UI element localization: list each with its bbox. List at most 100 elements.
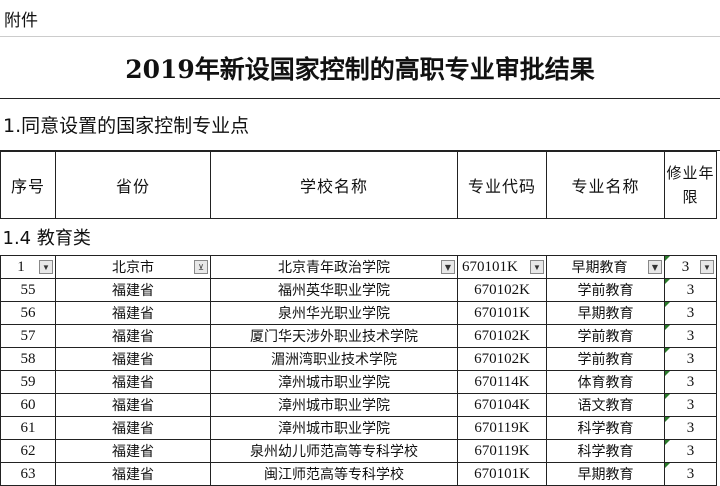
years-cell: 3 (664, 439, 717, 463)
code-value: 670104K (474, 396, 530, 413)
seq-cell: 55 (0, 278, 56, 302)
code-value: 670102K (474, 350, 530, 367)
table-row: 55 福建省 福州英华职业学院 670102K 学前教育 3 (0, 278, 717, 302)
code-value: 670119K (474, 419, 530, 436)
years-value: 3 (686, 281, 695, 298)
comment-marker-icon (665, 279, 670, 284)
province-value: 福建省 (112, 444, 154, 460)
school-cell: 湄洲湾职业技术学院 (210, 347, 458, 371)
province-cell: 福建省 (55, 462, 211, 486)
years-value: 3 (681, 258, 690, 275)
filter-dropdown-icon[interactable]: ▼ (39, 260, 53, 274)
filter-row: 1 ▼ 北京市 ⊻ 北京青年政治学院 ▼ 670101K ▼ 早期教育 ▼ 3 ▼ (0, 255, 717, 279)
seq-cell: 58 (0, 347, 56, 371)
seq-value: 59 (20, 373, 36, 390)
school-value: 厦门华天涉外职业技术学院 (250, 329, 418, 345)
seq-value: 1 (17, 258, 25, 275)
category-label: 1.4 教育类 (0, 218, 717, 256)
years-value: 3 (686, 373, 695, 390)
seq-cell: 62 (0, 439, 56, 463)
years-cell: 3 (664, 347, 717, 371)
province-cell: 福建省 (55, 324, 211, 348)
major-value: 科学教育 (577, 444, 634, 460)
province-cell: 福建省 (55, 439, 211, 463)
comment-marker-icon (665, 463, 670, 468)
page-title: 2019年新设国家控制的高职专业审批结果 (0, 37, 720, 99)
years-value: 3 (686, 465, 695, 482)
school-value: 北京青年政治学院 (278, 260, 390, 276)
province-cell: 福建省 (55, 416, 211, 440)
province-value: 福建省 (112, 467, 154, 483)
major-cell: 科学教育 (546, 439, 665, 463)
seq-cell: 59 (0, 370, 56, 394)
table-row: 62 福建省 泉州幼儿师范高等专科学校 670119K 科学教育 3 (0, 439, 717, 463)
filter-active-icon[interactable]: ⊻ (194, 260, 208, 274)
code-cell: 670119K (457, 439, 547, 463)
table-row: 60 福建省 漳州城市职业学院 670104K 语文教育 3 (0, 393, 717, 417)
province-value: 北京市 (112, 260, 154, 276)
code-cell: 670114K (457, 370, 547, 394)
code-cell: 670119K (457, 416, 547, 440)
years-value: 3 (686, 419, 695, 436)
table-row: 61 福建省 漳州城市职业学院 670119K 科学教育 3 (0, 416, 717, 440)
code-value: 670114K (474, 373, 530, 390)
seq-value: 55 (20, 281, 36, 298)
province-value: 福建省 (112, 421, 154, 437)
major-value: 学前教育 (577, 329, 634, 345)
header-code: 专业代码 (457, 151, 547, 219)
code-value: 670101K (462, 258, 518, 275)
major-cell: 学前教育 (546, 324, 665, 348)
code-cell: 670102K (457, 347, 547, 371)
header-row: 序号 省份 学校名称 专业代码 专业名称 修业年限 (0, 151, 717, 219)
major-value: 早期教育 (577, 306, 634, 322)
province-value: 福建省 (112, 329, 154, 345)
seq-cell: 56 (0, 301, 56, 325)
major-value: 语文教育 (577, 398, 634, 414)
seq-value: 61 (20, 419, 36, 436)
code-cell: 670101K (457, 301, 547, 325)
school-value: 泉州幼儿师范高等专科学校 (250, 444, 418, 460)
years-cell: 3 (664, 324, 717, 348)
filter-dropdown-icon[interactable]: ▼ (648, 260, 662, 274)
school-value: 漳州城市职业学院 (278, 421, 390, 437)
comment-marker-icon (665, 371, 670, 376)
header-major: 专业名称 (546, 151, 665, 219)
province-value: 福建省 (112, 283, 154, 299)
major-value: 学前教育 (577, 283, 634, 299)
years-value: 3 (686, 304, 695, 321)
filter-dropdown-icon[interactable]: ▼ (441, 260, 455, 274)
school-value: 福州英华职业学院 (278, 283, 390, 299)
years-cell: 3 (664, 278, 717, 302)
table-row: 59 福建省 漳州城市职业学院 670114K 体育教育 3 (0, 370, 717, 394)
school-value: 闽江师范高等专科学校 (264, 467, 404, 483)
years-cell: 3 (664, 393, 717, 417)
years-cell: 3 (664, 462, 717, 486)
seq-cell: 60 (0, 393, 56, 417)
filter-dropdown-icon[interactable]: ▼ (700, 260, 714, 274)
school-cell: 厦门华天涉外职业技术学院 (210, 324, 458, 348)
school-value: 泉州华光职业学院 (278, 306, 390, 322)
header-province: 省份 (55, 151, 211, 219)
section-heading: 1.同意设置的国家控制专业点 (0, 99, 720, 151)
seq-value: 63 (20, 465, 36, 482)
major-cell: 早期教育 (546, 301, 665, 325)
school-value: 湄洲湾职业技术学院 (271, 352, 397, 368)
years-cell: 3 (664, 370, 717, 394)
years-value: 3 (686, 442, 695, 459)
seq-value: 60 (20, 396, 36, 413)
major-cell: 早期教育 (546, 462, 665, 486)
seq-value: 57 (20, 327, 36, 344)
comment-marker-icon (665, 394, 670, 399)
school-value: 漳州城市职业学院 (278, 375, 390, 391)
filter-dropdown-icon[interactable]: ▼ (530, 260, 544, 274)
province-cell: 福建省 (55, 347, 211, 371)
province-value: 福建省 (112, 375, 154, 391)
province-cell: 福建省 (55, 370, 211, 394)
seq-value: 56 (20, 304, 36, 321)
results-table: 序号 省份 学校名称 专业代码 专业名称 修业年限 1.4 教育类 1 ▼ 北京市… (0, 151, 717, 486)
major-cell: 体育教育 (546, 370, 665, 394)
seq-value: 62 (20, 442, 36, 459)
school-cell: 漳州城市职业学院 (210, 370, 458, 394)
school-cell: 泉州幼儿师范高等专科学校 (210, 439, 458, 463)
major-value: 科学教育 (577, 421, 634, 437)
